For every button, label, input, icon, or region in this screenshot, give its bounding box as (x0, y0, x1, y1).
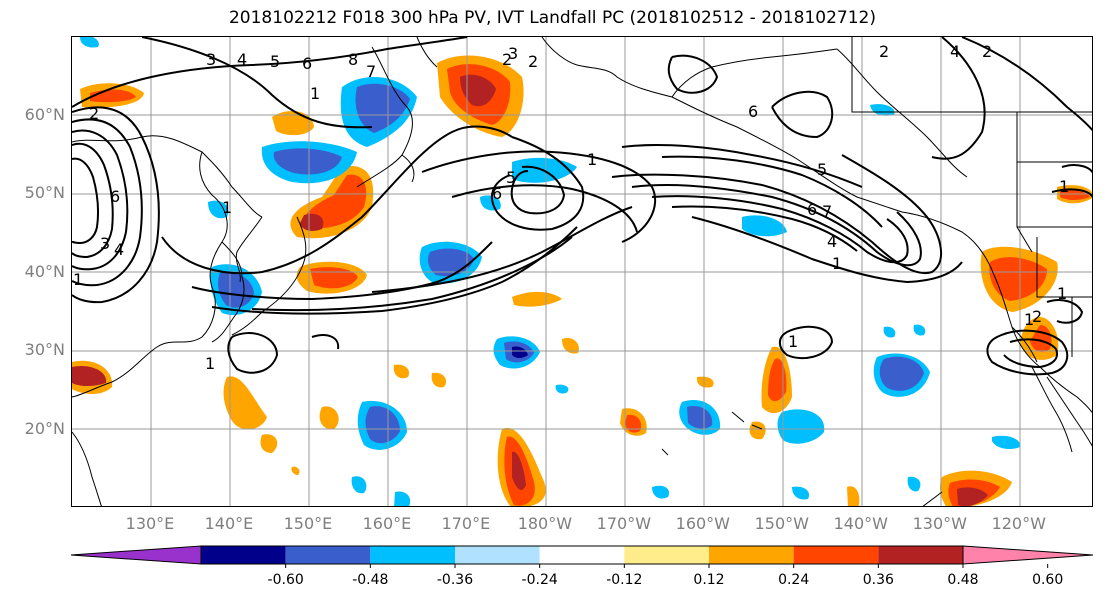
longitude-label: 130°W (912, 514, 967, 533)
colorbar-tick-label: 0.48 (947, 572, 979, 588)
colorbar-swatch (201, 546, 286, 564)
colorbar-outline (200, 545, 964, 565)
contour-label: 5 (270, 52, 280, 71)
map-panel: 3 4 5 6 8 7 2 3 2 1 2 6 6 5 4 3 1 1 1 1 … (71, 36, 1093, 507)
longitude-label: 150°E (283, 514, 333, 533)
contour-label: 1 (73, 270, 83, 289)
longitude-label: 120°W (991, 514, 1046, 533)
latitude-label: 20°N (24, 418, 65, 438)
colorbar-swatch (370, 546, 455, 564)
contour-label: 3 (508, 44, 518, 63)
contour-label: 4 (950, 42, 960, 61)
latitude-label: 30°N (24, 340, 65, 359)
contour-label: 6 (748, 102, 758, 121)
colorbar-extend-low (70, 545, 202, 565)
pv-shading-layer (72, 37, 1092, 506)
contour-label: 2 (528, 52, 538, 71)
colorbar-tick-label: 0.24 (778, 572, 810, 588)
contour-label: 1 (832, 254, 842, 273)
map-canvas: 3 4 5 6 8 7 2 3 2 1 2 6 6 5 4 3 1 1 1 1 … (72, 37, 1092, 506)
contour-label: 1 (205, 354, 215, 373)
longitude-label: 150°W (754, 514, 809, 533)
colorbar-swatch (539, 546, 625, 564)
contour-label: 1 (1057, 284, 1067, 303)
colorbar-swatch (455, 546, 540, 564)
grid-lines (72, 37, 1092, 506)
contour-label: 6 (492, 184, 502, 203)
colorbar-tick-label: 0.36 (862, 572, 894, 588)
latitude-label: 50°N (24, 183, 65, 202)
longitude-label: 130°E (125, 514, 175, 533)
contour-label: 3 (100, 234, 110, 253)
colorbar-extend-high (962, 545, 1094, 565)
colorbar-tick-label: -0.60 (267, 572, 304, 588)
contour-label: 1 (1024, 310, 1034, 329)
colorbar-tick-label: -0.48 (352, 572, 389, 588)
contour-label: 8 (348, 50, 358, 69)
colorbar-tick-label: -0.24 (521, 572, 558, 588)
contour-label: 5 (817, 160, 827, 179)
longitude-label: 160°E (362, 514, 412, 533)
contour-label: 2 (502, 50, 512, 69)
contour-label: 5 (506, 168, 516, 187)
longitude-label: 170°W (596, 514, 652, 533)
contour-label: 6 (110, 187, 120, 206)
colorbar-swatch (709, 546, 794, 564)
contour-label: 1 (222, 198, 232, 217)
longitude-label: 170°E (441, 514, 491, 533)
contour-label: 1 (788, 332, 798, 351)
contour-label: 4 (827, 232, 837, 251)
longitude-label: 160°W (675, 514, 730, 533)
colorbar-tick-label: 0.60 (1032, 572, 1064, 588)
contour-label: 6 (807, 200, 817, 219)
colorbar-swatch (878, 546, 963, 564)
colorbar-tick-label: 0.12 (693, 572, 725, 588)
contour-labels: 3 4 5 6 8 7 2 3 2 1 2 6 6 5 4 3 1 1 1 1 … (73, 42, 1069, 373)
pv-contours (72, 37, 1092, 376)
latitude-label: 60°N (24, 104, 65, 124)
colorbar-swatch (285, 546, 371, 564)
contour-label: 6 (302, 54, 312, 73)
contour-label: 1 (587, 150, 597, 169)
longitude-label: 180°W (517, 514, 573, 533)
contour-label: 7 (822, 202, 832, 221)
contour-label: 1 (1059, 177, 1069, 196)
contour-label: 2 (1032, 307, 1042, 326)
contour-label: 7 (366, 62, 376, 81)
colorbar-tick-label: -0.36 (436, 572, 474, 588)
positive-anomaly-shading (72, 55, 1092, 506)
contour-label: 1 (310, 84, 320, 103)
contour-label: 2 (89, 104, 99, 123)
contour-label: 2 (982, 42, 992, 61)
colorbar-tick-label: -0.12 (606, 572, 643, 588)
contour-label: 4 (114, 240, 124, 259)
latitude-label: 40°N (24, 261, 65, 281)
longitude-label: 140°E (204, 514, 254, 533)
colorbar-swatch (624, 546, 709, 564)
contour-label: 4 (237, 50, 247, 69)
colorbar-swatch (793, 546, 879, 564)
longitude-label: 140°W (833, 514, 888, 533)
coastlines (72, 37, 1092, 506)
contour-label: 3 (206, 50, 216, 69)
contour-label: 2 (879, 42, 889, 61)
map-title: 2018102212 F018 300 hPa PV, IVT Landfall… (228, 8, 876, 28)
